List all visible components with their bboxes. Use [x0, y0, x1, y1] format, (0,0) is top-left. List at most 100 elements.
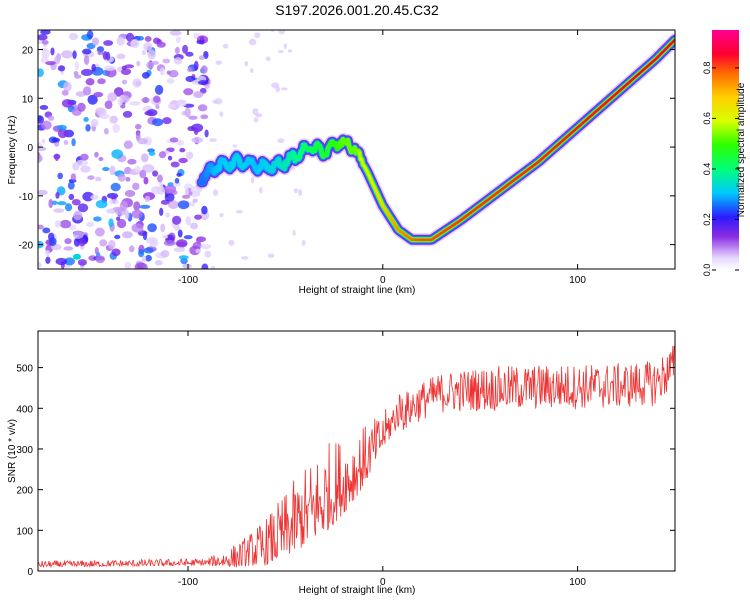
noise-blob	[190, 201, 196, 207]
noise-blob-bright	[72, 253, 81, 260]
noise-blob	[38, 68, 44, 77]
noise-blob	[51, 200, 58, 206]
noise-blob	[55, 257, 67, 266]
colorbar-tick-label: 0.0	[702, 264, 712, 277]
noise-blob	[124, 209, 130, 220]
noise-blob	[192, 198, 198, 203]
noise-blob	[40, 47, 47, 53]
noise-blob	[97, 78, 106, 85]
noise-blob	[116, 53, 126, 60]
noise-blob	[140, 153, 149, 163]
noise-blob	[164, 184, 177, 194]
noise-blob	[193, 127, 199, 136]
noise-blob	[83, 117, 89, 122]
noise-blob	[99, 239, 108, 247]
noise-blob	[38, 189, 48, 196]
noise-blob	[78, 237, 86, 247]
noise-blob	[61, 98, 74, 108]
noise-blob	[67, 181, 75, 190]
noise-blob	[72, 50, 77, 60]
noise-blob	[159, 207, 164, 217]
noise-blob	[38, 146, 47, 151]
noise-blob	[139, 204, 151, 209]
noise-blob	[173, 247, 186, 253]
noise-blob	[214, 98, 223, 105]
noise-blob	[176, 100, 187, 107]
noise-blob	[96, 46, 105, 53]
noise-blob	[112, 123, 121, 133]
noise-blob	[64, 203, 73, 212]
noise-blob	[102, 51, 108, 60]
noise-blob	[301, 239, 306, 247]
noise-blob	[197, 104, 208, 112]
noise-blob	[278, 30, 286, 35]
noise-blob	[198, 55, 205, 60]
noise-blob	[147, 49, 156, 60]
noise-blob	[184, 107, 191, 118]
noise-blob	[77, 102, 86, 112]
noise-blob	[108, 239, 116, 250]
noise-blob	[76, 159, 88, 167]
y-tick-label: 0	[27, 143, 33, 154]
noise-blob	[171, 215, 182, 225]
noise-blob	[85, 78, 95, 86]
noise-blob	[45, 256, 51, 264]
noise-blob	[107, 92, 118, 102]
noise-blob	[48, 198, 54, 209]
noise-blob	[107, 208, 115, 214]
noise-blob	[121, 79, 128, 85]
noise-blob	[38, 142, 42, 147]
noise-blob	[38, 154, 43, 163]
noise-blob	[211, 265, 216, 269]
noise-blob	[278, 50, 284, 54]
noise-blob	[41, 120, 52, 130]
colorbar-tick-label: 0.6	[702, 112, 712, 125]
noise-blob	[170, 161, 180, 168]
noise-blob	[185, 216, 192, 226]
noise-blob	[127, 158, 137, 165]
noise-blob	[167, 103, 176, 109]
ridge-band-0	[195, 33, 675, 247]
noise-blob	[193, 91, 204, 99]
noise-blob	[87, 94, 98, 105]
snr-line	[38, 345, 675, 569]
noise-blob	[131, 223, 144, 233]
noise-blob	[267, 253, 275, 258]
noise-blob	[83, 55, 90, 66]
noise-blob	[53, 208, 65, 213]
noise-blob	[200, 114, 209, 120]
noise-blob	[136, 60, 141, 67]
noise-blob	[116, 36, 125, 46]
noise-blob	[259, 186, 263, 194]
noise-blob	[195, 248, 201, 254]
x-tick-label: 100	[569, 275, 586, 286]
noise-blob	[137, 137, 148, 145]
noise-blob	[86, 30, 94, 40]
noise-blob	[182, 44, 189, 54]
noise-blob	[157, 174, 163, 183]
y-tick-label: 400	[16, 404, 33, 415]
noise-blob	[204, 84, 210, 89]
x-tick-label: 0	[380, 577, 386, 588]
noise-blob	[252, 108, 259, 115]
noise-blob	[113, 87, 124, 97]
noise-blob	[180, 257, 188, 265]
noise-blob	[74, 60, 79, 71]
noise-blob	[95, 199, 108, 209]
noise-blob	[130, 38, 140, 49]
noise-blob	[152, 170, 159, 177]
noise-blob	[93, 91, 104, 98]
noise-blob	[142, 164, 155, 173]
noise-blob	[93, 216, 102, 222]
noise-blob	[144, 195, 151, 203]
noise-blob	[187, 67, 193, 73]
noise-blob	[141, 97, 150, 103]
noise-blob	[57, 124, 67, 131]
noise-blob	[94, 176, 102, 182]
noise-blob	[166, 78, 175, 84]
noise-blob	[64, 238, 72, 245]
noise-blob	[80, 153, 89, 161]
noise-blob	[141, 255, 147, 263]
ridge-band-1	[196, 34, 675, 245]
